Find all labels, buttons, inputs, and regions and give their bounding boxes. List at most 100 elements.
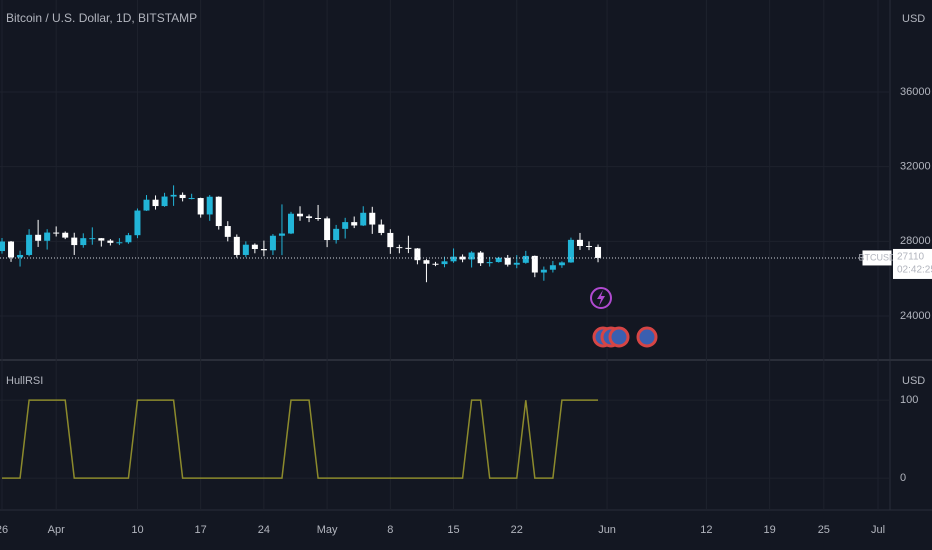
candle-body <box>504 257 511 265</box>
candle-body <box>143 199 150 211</box>
y-tick-label: 0 <box>900 472 906 484</box>
x-tick-label: 25 <box>818 524 830 536</box>
candle-body <box>125 235 132 243</box>
candle-body <box>269 235 276 251</box>
indicator-line <box>2 399 599 479</box>
candle-body <box>62 232 69 238</box>
candle-body <box>287 213 294 234</box>
candle-body <box>134 210 141 236</box>
candle-body <box>98 238 105 241</box>
y-tick-label: 36000 <box>900 86 931 98</box>
y-tick-label: 24000 <box>900 310 931 322</box>
candle-body <box>513 262 520 265</box>
candle-body <box>495 257 502 263</box>
candle-body <box>369 212 376 225</box>
x-tick-label: 15 <box>447 524 459 536</box>
symbol-tag <box>861 249 893 267</box>
candle-body <box>242 244 249 255</box>
candle-body <box>450 256 457 262</box>
candle-body <box>468 252 475 260</box>
x-tick-label: May <box>317 524 338 536</box>
candle-body <box>432 263 439 265</box>
candle-body <box>107 240 114 243</box>
candle-body <box>396 247 403 249</box>
x-tick-label: 8 <box>387 524 393 536</box>
x-tick-label: 19 <box>764 524 776 536</box>
candle-body <box>179 194 186 199</box>
y-tick-label: 100 <box>900 394 918 406</box>
candle-body <box>441 261 448 265</box>
candle-body <box>342 222 349 229</box>
x-tick-label: Apr <box>48 524 65 536</box>
y-tick-label: 32000 <box>900 161 931 173</box>
candle-body <box>351 222 358 226</box>
candle-body <box>215 196 222 227</box>
candle-body <box>324 218 331 241</box>
candle-body <box>315 218 322 220</box>
indicator-title: HullRSI <box>6 375 43 387</box>
candle-body <box>152 199 159 207</box>
axis-label: USD <box>902 13 925 25</box>
candle-body <box>80 238 87 246</box>
event-icon <box>636 326 658 348</box>
candle-body <box>522 255 529 263</box>
candle-body <box>35 234 42 241</box>
candle-body <box>549 265 556 270</box>
event-icons <box>590 287 658 348</box>
candle-body <box>116 242 123 244</box>
chart-title: Bitcoin / U.S. Dollar, 1D, BITSTAMP <box>6 11 197 25</box>
candle-body <box>161 196 168 207</box>
candle-body <box>378 224 385 233</box>
price-tag <box>893 248 932 279</box>
candle-body <box>333 228 340 241</box>
candle-body <box>188 198 195 200</box>
candle-body <box>405 247 412 249</box>
candle-body <box>206 196 213 215</box>
x-tick-label: 22 <box>511 524 523 536</box>
candle-body <box>414 248 421 261</box>
candle-body <box>8 241 15 258</box>
x-tick-label: 12 <box>700 524 712 536</box>
candle-body <box>567 239 574 263</box>
last-price-label: 27110 <box>897 252 925 263</box>
x-tick-label: Jun <box>598 524 616 536</box>
candle-body <box>540 269 547 273</box>
candle-body <box>586 246 593 248</box>
candle-body <box>531 255 538 273</box>
x-tick-label: 17 <box>195 524 207 536</box>
plot <box>0 185 890 479</box>
candle-body <box>251 244 258 249</box>
candle-body <box>26 234 33 255</box>
candle-body <box>170 194 177 197</box>
candle-body <box>71 237 78 246</box>
candle-body <box>260 248 267 251</box>
candle-body <box>297 213 304 217</box>
candle-body <box>278 233 285 236</box>
candle-body <box>233 236 240 255</box>
candle-body <box>486 262 493 264</box>
x-tick-label: 26 <box>0 524 8 536</box>
candle-body <box>558 262 565 266</box>
candle-body <box>224 226 231 237</box>
event-icon <box>608 326 630 348</box>
candle-body <box>423 260 430 264</box>
grid <box>0 0 890 510</box>
event-icon <box>597 290 605 306</box>
candle-body <box>89 238 96 240</box>
symbol-label: BTCUSD <box>858 252 896 262</box>
candle-body <box>197 198 204 215</box>
candle-body <box>306 216 313 219</box>
candle-body <box>360 212 367 226</box>
x-tick-label: Jul <box>871 524 885 536</box>
candle-body <box>17 254 24 258</box>
x-tick-label: 10 <box>131 524 143 536</box>
candle-body <box>387 232 394 248</box>
candle-body <box>576 239 583 247</box>
axis-label: USD <box>902 375 925 387</box>
candle-body <box>0 241 5 252</box>
candle-body <box>595 246 602 258</box>
countdown-label: 02:42:25 <box>897 265 932 276</box>
